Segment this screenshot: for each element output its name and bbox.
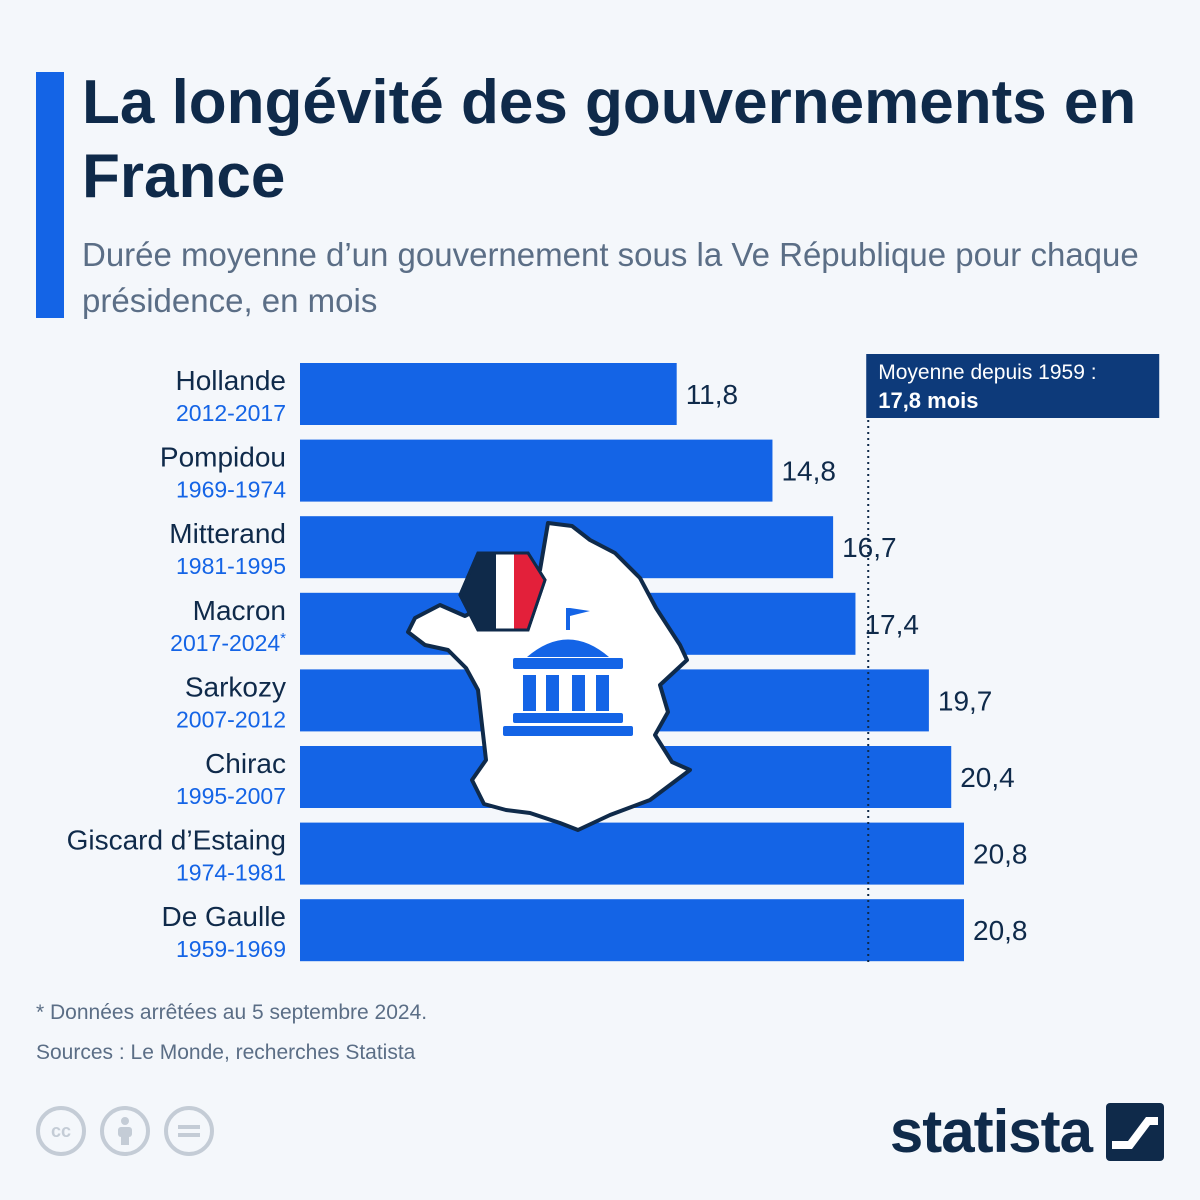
bar-value-label: 17,4 <box>864 609 919 640</box>
page-subtitle: Durée moyenne d’un gouvernement sous la … <box>82 236 1139 319</box>
bar-value-label: 20,8 <box>973 915 1028 946</box>
bar <box>300 439 773 502</box>
average-reference: Moyenne depuis 1959 : 17,8 mois <box>866 354 1160 965</box>
bar-value-label: 19,7 <box>938 685 993 716</box>
license-icons: cc <box>36 1106 214 1156</box>
statista-mark-icon <box>1106 1103 1164 1161</box>
category-label: Hollande <box>175 365 286 396</box>
category-label: Giscard d’Estaing <box>67 825 286 856</box>
period-label: 1981-1995 <box>176 553 286 579</box>
category-label: Mitterand <box>169 518 286 549</box>
statista-logo[interactable]: statista <box>890 1102 1164 1162</box>
bar <box>300 363 677 425</box>
bar-value-label: 14,8 <box>781 456 836 487</box>
period-label: 1995-2007 <box>176 783 286 809</box>
average-label-box <box>866 354 1160 418</box>
period-label: 2012-2017 <box>176 400 286 426</box>
bar <box>300 899 964 962</box>
bar-value-label: 11,8 <box>686 379 738 410</box>
page-title: La longévité des gouvernements en France <box>82 68 1137 211</box>
bar-value-label: 16,7 <box>842 532 897 563</box>
period-label: 2017-2024* <box>170 629 286 656</box>
category-label: Sarkozy <box>185 671 286 702</box>
average-label-value: 17,8 mois <box>878 388 978 413</box>
labels-layer: 11,8 Hollande 2012-2017 14,8 Pompidou 1969-19… <box>67 365 1028 962</box>
footnote: * Données arrêtées au 5 septembre 2024. <box>36 1001 428 1024</box>
brand-name: statista <box>889 1098 1093 1165</box>
category-label: Chirac <box>205 748 286 779</box>
sources-note: Sources : Le Monde, recherches Statista <box>36 1041 416 1064</box>
bar-value-label: 20,8 <box>973 839 1028 870</box>
period-label: 1969-1974 <box>176 477 286 503</box>
bar-value-label: 20,4 <box>960 762 1015 793</box>
no-derivatives-icon[interactable] <box>164 1106 214 1156</box>
period-label: 2007-2012 <box>176 706 286 732</box>
creative-commons-icon[interactable]: cc <box>36 1106 86 1156</box>
category-label: Pompidou <box>160 442 286 473</box>
bar-chart: 11,8 Hollande 2012-2017 14,8 Pompidou 1969-19… <box>67 354 1160 965</box>
category-label: De Gaulle <box>161 901 286 932</box>
french-flag-icon <box>458 551 547 632</box>
period-marker: * <box>280 629 286 646</box>
period-label: 1959-1969 <box>176 936 286 962</box>
average-label-title: Moyenne depuis 1959 : <box>878 361 1096 384</box>
france-map-government-building-icon <box>406 521 692 832</box>
title-accent-bar <box>36 72 64 318</box>
attribution-icon[interactable] <box>100 1106 150 1156</box>
category-label: Macron <box>193 595 286 626</box>
government-building-icon <box>503 608 633 736</box>
period-label: 1974-1981 <box>176 860 286 886</box>
bar <box>300 822 964 885</box>
